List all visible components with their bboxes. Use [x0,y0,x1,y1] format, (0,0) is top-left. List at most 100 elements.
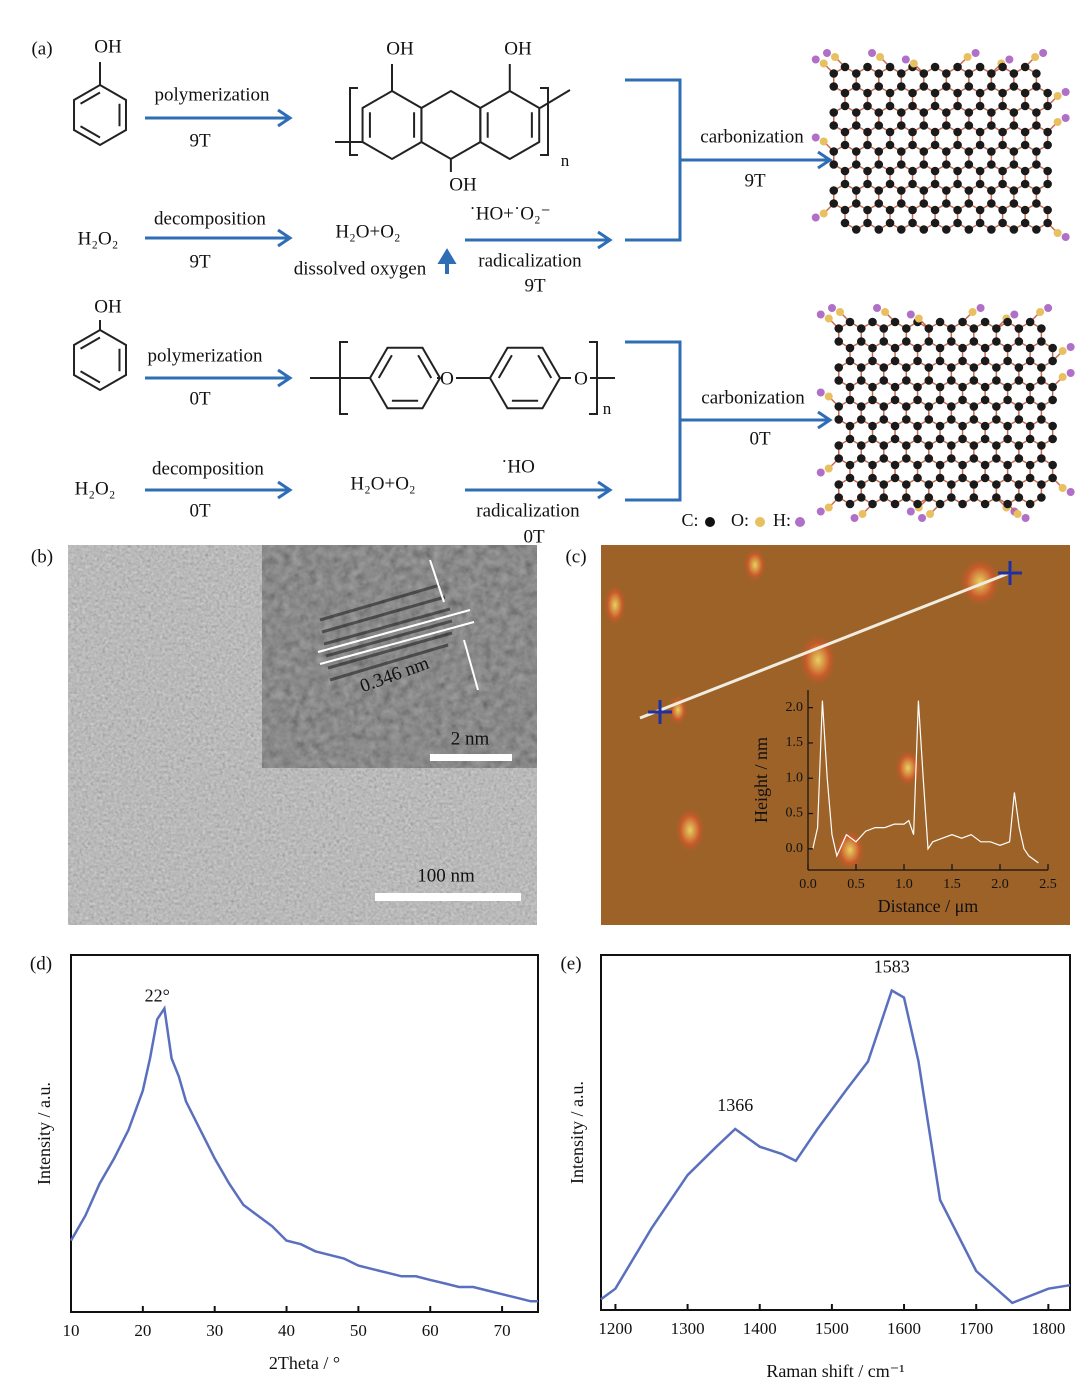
atom-c [851,121,861,130]
data-line [69,1005,538,1303]
atom-c [879,480,889,489]
atom-o [1013,510,1022,518]
atom-c [879,324,889,333]
atom-c [1009,69,1019,78]
label: 0T [189,388,211,409]
atom-c [868,473,877,483]
atom-c [1037,415,1046,424]
atom-c [924,376,934,385]
label: OH [94,296,122,317]
label: decomposition [152,458,264,479]
atom-c [975,88,985,98]
atom-c [896,186,906,195]
atom-o [858,510,867,518]
atom-c [863,205,872,215]
label: (b) [31,546,53,567]
arrow-head [817,410,833,430]
atom-c [992,376,1001,385]
atom-c [1009,121,1019,130]
x-tick-label: 1400 [743,1319,777,1338]
atom-o [968,308,977,316]
atom-c [980,317,990,327]
atom-c [942,160,951,169]
atom-c [840,218,850,228]
atom-c [987,121,996,130]
atom-c [868,356,877,366]
atom-c [919,108,929,117]
atom-h [906,507,915,516]
atom-o [876,53,885,61]
atom-c [919,121,929,130]
atom-c [930,205,940,215]
atom-c [834,324,844,333]
atom-c [1043,88,1052,98]
atom-c [1048,395,1057,405]
atom-c [935,434,945,444]
afm-image [601,545,1070,925]
atom-h [1061,88,1070,96]
atom-c [1009,82,1019,91]
atom-c [1025,473,1035,483]
scheme [73,49,1075,527]
atom-h [816,310,825,319]
atom-c [930,127,940,137]
plot-frame [600,954,1071,1311]
atom-c [992,441,1001,450]
atom-c [1043,127,1052,137]
atom-c [1037,454,1046,463]
atom-c [1025,460,1035,470]
atom-c [953,101,962,111]
atom-c [829,147,839,156]
data-line [812,700,1039,864]
atom-c [964,121,974,130]
atom-c [901,363,911,372]
atom-o [824,464,833,473]
atom-c [874,69,884,78]
atom-c [829,199,839,208]
atom-c [1014,402,1024,411]
atom-c [896,82,906,91]
atom-c [863,179,872,189]
atom-c [919,82,929,91]
atom-c [1003,356,1012,366]
atom-c [992,402,1001,411]
arrow-head [277,480,293,500]
label: 0T [749,428,771,449]
atom-c [969,415,979,424]
atom-c [1032,121,1041,130]
atom-c [913,434,922,444]
atom-c [1037,337,1046,346]
atom-h [1039,49,1048,57]
arrow-head [597,230,613,250]
atom-c [863,62,872,72]
atom-c [845,356,855,366]
atom-c [935,473,945,483]
atom-c [953,166,962,176]
atom-c [1020,218,1030,228]
atom-c [919,199,929,208]
atom-c [840,205,850,215]
atom-o [819,209,828,218]
atom-c [935,343,945,353]
atom-c [1009,147,1019,156]
atom-c [896,69,906,78]
atom-c [942,108,951,117]
atom-c [1003,382,1012,392]
x-tick-label: 1700 [959,1319,993,1338]
atom-c [1009,186,1019,195]
atom-c [958,473,967,483]
atom-c [840,101,850,111]
y-tick-label: 0.0 [786,841,804,856]
atom-c [987,108,996,117]
atom-c [1037,493,1046,502]
label: n [603,399,612,418]
atom-c [947,493,956,502]
atom-c [863,166,872,176]
atom-c [874,108,884,117]
label: O [440,368,454,389]
atom-c [975,140,985,150]
atom-c [992,324,1001,333]
atom-c [901,337,911,346]
atom-o [824,503,833,512]
atom-c [924,402,934,411]
